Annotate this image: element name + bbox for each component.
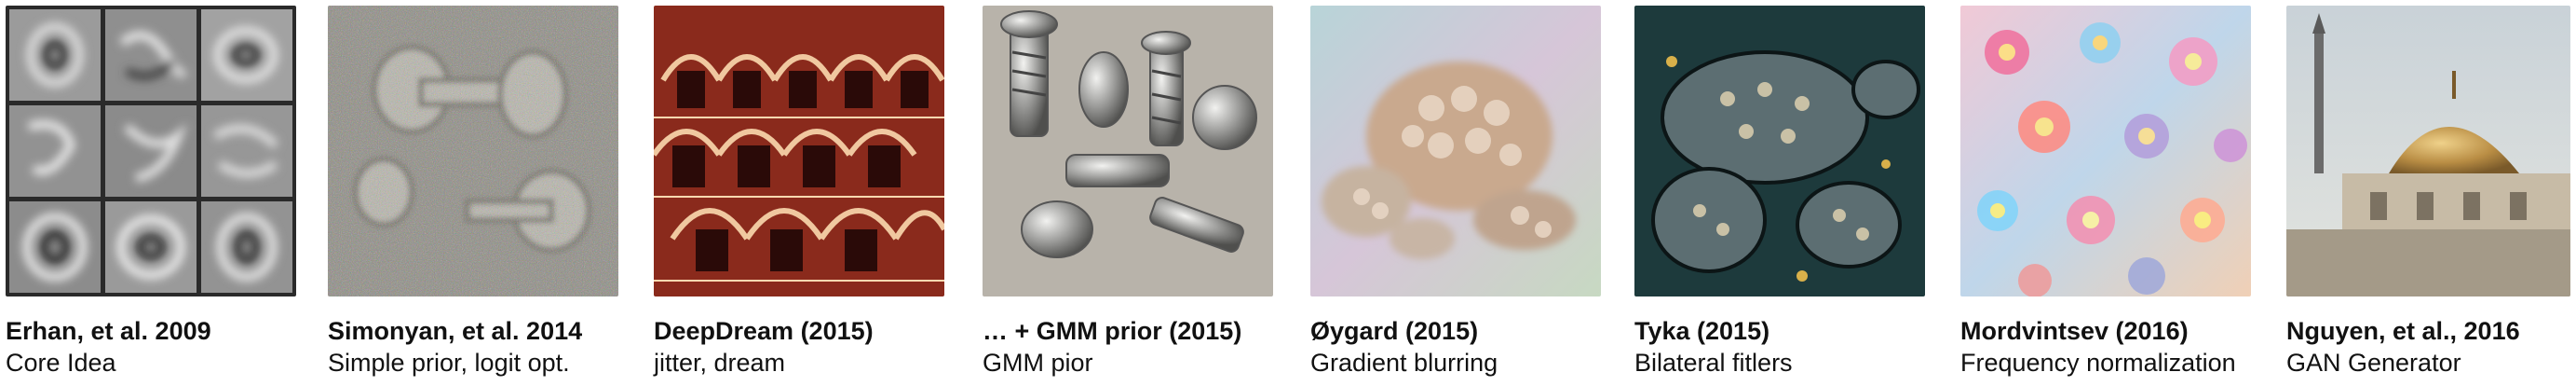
- panel-nguyen-2016: Nguyen, et al., 2016 GAN Generator: [2286, 0, 2576, 386]
- panel-subtitle: GAN Generator: [2286, 349, 2461, 377]
- panel-gmm-prior-2015: … + GMM prior (2015) GMM pior: [983, 0, 1290, 386]
- panel-tyka-2015: Tyka (2015) Bilateral fitlers: [1634, 0, 1942, 386]
- panel-title: Erhan, et al. 2009: [6, 317, 211, 345]
- grayscale-feature-grid-image: [6, 6, 296, 296]
- panel-title: Tyka (2015): [1634, 317, 1770, 345]
- panel-subtitle: Frequency normalization: [1960, 349, 2236, 377]
- panel-title: … + GMM prior (2015): [983, 317, 1242, 345]
- noisy-dumbbell-image: [328, 6, 618, 296]
- red-arched-building-image: [654, 6, 944, 296]
- panel-title: DeepDream (2015): [654, 317, 874, 345]
- panel-subtitle: jitter, dream: [654, 349, 786, 377]
- panel-subtitle: Bilateral fitlers: [1634, 349, 1793, 377]
- panel-subtitle: GMM pior: [983, 349, 1093, 377]
- panel-erhan-2009: Erhan, et al. 2009 Core Idea: [6, 0, 313, 386]
- metallic-screws-image: [983, 6, 1273, 296]
- panel-mordvintsev-2016: Mordvintsev (2016) Frequency normalizati…: [1960, 0, 2268, 386]
- panel-subtitle: Gradient blurring: [1310, 349, 1498, 377]
- panel-deepdream-2015: DeepDream (2015) jitter, dream: [654, 0, 961, 386]
- pastel-turtle-image: [1310, 6, 1601, 296]
- panel-subtitle: Simple prior, logit opt.: [328, 349, 570, 377]
- panel-title: Nguyen, et al., 2016: [2286, 317, 2520, 345]
- dark-turtle-image: [1634, 6, 1925, 296]
- colorful-flowers-image: [1960, 6, 2251, 296]
- panel-title: Mordvintsev (2016): [1960, 317, 2189, 345]
- panel-simonyan-2014: Simonyan, et al. 2014 Simple prior, logi…: [328, 0, 635, 386]
- panel-oygard-2015: Øygard (2015) Gradient blurring: [1310, 0, 1618, 386]
- panel-subtitle: Core Idea: [6, 349, 116, 377]
- panel-title: Øygard (2015): [1310, 317, 1479, 345]
- panel-title: Simonyan, et al. 2014: [328, 317, 583, 345]
- domed-mosque-image: [2286, 6, 2570, 296]
